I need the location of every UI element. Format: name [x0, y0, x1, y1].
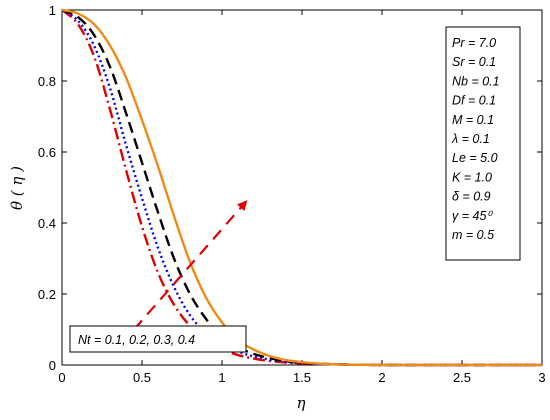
parameter-text: Le = 5.0 [452, 151, 498, 165]
y-tick-label: 0.2 [38, 287, 56, 302]
y-tick-label: 0.6 [38, 145, 56, 160]
x-tick-label: 2.5 [453, 370, 471, 385]
annotation-text: Nt = 0.1, 0.2, 0.3, 0.4 [78, 333, 195, 347]
parameter-text: Sr = 0.1 [452, 55, 496, 69]
y-tick-label: 0.8 [38, 74, 56, 89]
parameter-text: Pr = 7.0 [452, 36, 496, 50]
parameter-text: K = 1.0 [452, 170, 492, 184]
trend-arrow [133, 200, 248, 331]
parameter-text: m = 0.5 [452, 228, 494, 242]
parameter-text: M = 0.1 [452, 113, 494, 127]
y-tick-label: 0 [49, 358, 56, 373]
x-tick-label: 3 [538, 370, 545, 385]
parameter-text: γ = 45⁰ [452, 209, 493, 223]
x-tick-label: 2 [378, 370, 385, 385]
x-tick-label: 1.5 [293, 370, 311, 385]
x-tick-label: 0 [58, 370, 65, 385]
x-axis-label: η [297, 394, 306, 412]
x-axis: 0 0.5 1 1.5 2 2.5 3 [58, 10, 546, 385]
x-tick-label: 0.5 [133, 370, 151, 385]
y-tick-label: 0.4 [38, 216, 56, 231]
y-tick-label: 1 [49, 3, 56, 18]
parameter-text: λ = 0.1 [451, 132, 490, 146]
parameter-text: Df = 0.1 [452, 94, 496, 108]
y-axis-label: θ ( η ) [8, 166, 26, 210]
annotation-frame [69, 325, 247, 353]
parameter-box: Pr = 7.0 Sr = 0.1 Nb = 0.1 Df = 0.1 M = 0.1 λ… [445, 26, 521, 261]
annotation-box: Nt = 0.1, 0.2, 0.3, 0.4 [69, 325, 247, 353]
parameter-frame [445, 26, 521, 261]
parameter-text: Nb = 0.1 [452, 74, 500, 88]
parameter-text: δ = 0.9 [452, 190, 491, 204]
x-tick-label: 1 [218, 370, 225, 385]
